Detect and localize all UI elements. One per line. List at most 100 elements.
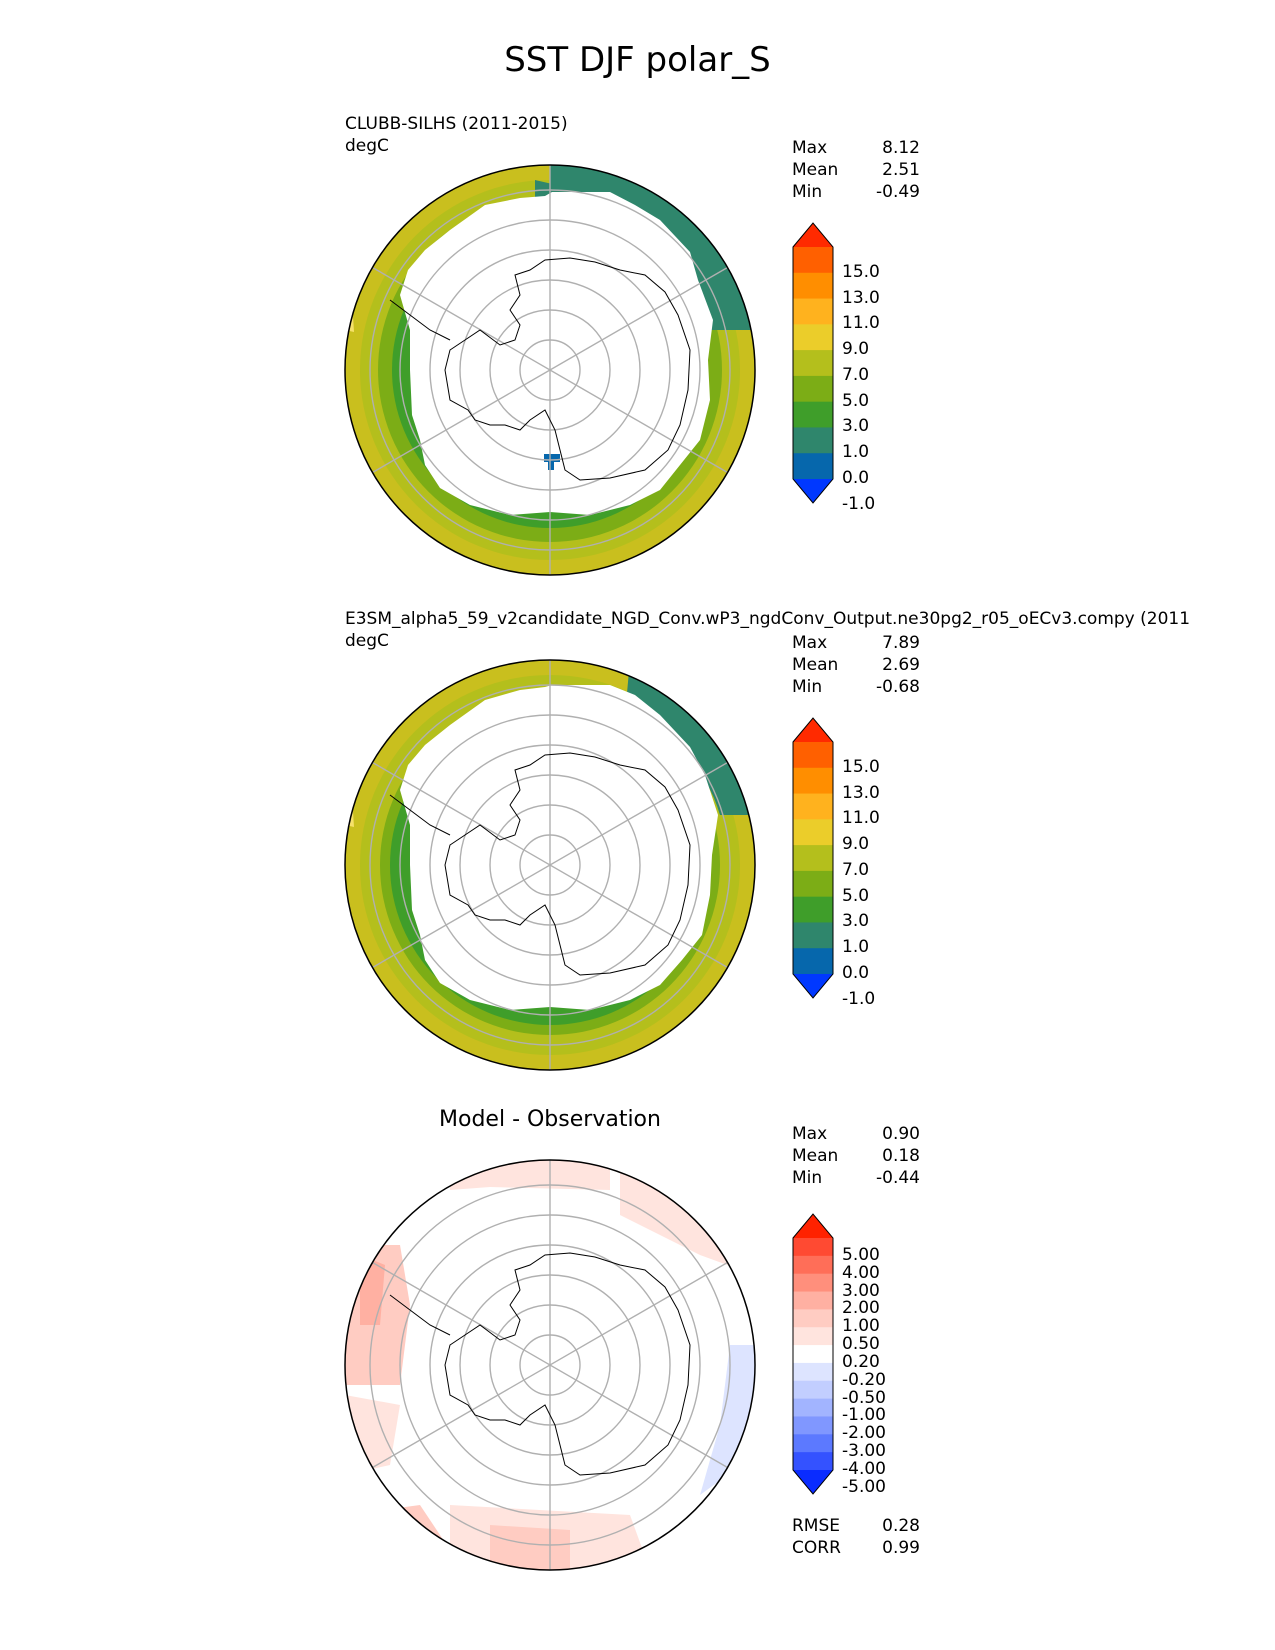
metric-label: CORR: [792, 1538, 841, 1558]
colorbar-outline: [792, 222, 834, 504]
stat-label: Min: [792, 1168, 823, 1188]
colorbar-svg: [792, 1213, 834, 1495]
colorbar-extend-max: [793, 223, 833, 247]
polar-map-reference: [344, 659, 756, 1071]
stat-value: -0.44: [876, 1168, 920, 1188]
colorbar-tick-label: 3.0: [842, 416, 870, 437]
stat-value: 2.69: [882, 655, 920, 675]
colorbar-tick-label: 0.0: [842, 963, 870, 983]
colorbar-tick-label: -1.00: [842, 1405, 886, 1426]
polar-map-diff: [344, 1159, 756, 1571]
stat-value: 0.18: [882, 1146, 920, 1166]
colorbar-tick-label: 1.00: [842, 1316, 880, 1337]
colorbar-segment: [793, 1345, 833, 1364]
colorbar-extend-min: [793, 479, 833, 503]
stat-value: 7.89: [882, 633, 920, 653]
colorbar-segment: [793, 272, 833, 300]
polar-map-test: [344, 164, 756, 576]
colorbar-segment: [793, 1380, 833, 1400]
colorbar-tick-label: 11.0: [842, 313, 880, 334]
colorbar-tick-label: 9.0: [842, 339, 870, 360]
colorbar-segment: [793, 922, 833, 949]
colorbar-tick-label: -5.00: [842, 1476, 886, 1497]
colorbar-tick-label: 5.0: [842, 390, 870, 411]
colorbar-outline: [792, 717, 834, 999]
colorbar-tick-label: -2.00: [842, 1423, 886, 1444]
colorbar-segment: [793, 819, 833, 846]
panel-title: Model - Observation: [439, 1107, 661, 1132]
colorbar-extend-max: [793, 718, 833, 742]
metric-value: 0.99: [882, 1538, 920, 1558]
colorbar-segment: [793, 1362, 833, 1382]
stat-label: Max: [792, 1124, 828, 1144]
colorbar-segment: [793, 427, 833, 454]
colorbar-tick-label: -0.50: [842, 1387, 886, 1408]
colorbar-tick-label: 11.0: [842, 808, 880, 829]
metric-value: 0.28: [882, 1516, 920, 1536]
colorbar-svg: [792, 222, 834, 504]
colorbar-segment: [793, 1238, 833, 1257]
stat-value: 8.12: [882, 138, 920, 158]
colorbar-segment: [793, 350, 833, 377]
colorbar-tick-label: 13.0: [842, 287, 880, 308]
colorbar-tick-label: 15.0: [842, 756, 880, 777]
colorbar-tick-label: -1.0: [842, 988, 876, 1009]
colorbar-segment: [793, 298, 833, 325]
colorbar-extend-max: [793, 1214, 833, 1238]
colorbar-segment: [793, 1255, 833, 1275]
colorbar-tick-label: 0.50: [842, 1334, 880, 1355]
colorbar-tick-label: -0.20: [842, 1369, 886, 1390]
colorbar-segment: [793, 1398, 833, 1417]
colorbar-tick-label: 5.0: [842, 885, 870, 906]
panel-units: degC: [345, 136, 389, 156]
colorbar-segment: [793, 793, 833, 820]
colorbar-segment: [793, 453, 833, 480]
metric-label: RMSE: [792, 1516, 841, 1536]
colorbar-tick-label: 9.0: [842, 834, 870, 855]
colorbar-segment: [793, 324, 833, 351]
stat-label: Min: [792, 182, 823, 202]
figure-title: SST DJF polar_S: [504, 40, 771, 80]
colorbar-tick-label: 1.0: [842, 442, 870, 463]
colorbar-segment: [793, 948, 833, 975]
colorbar-segment: [793, 1416, 833, 1435]
stat-label: Mean: [792, 160, 839, 180]
stat-value: -0.68: [876, 677, 920, 697]
colorbar-segment: [793, 896, 833, 923]
colorbar-tick-label: 3.0: [842, 911, 870, 932]
colorbar-extend-min: [793, 1470, 833, 1494]
stat-label: Min: [792, 677, 823, 697]
panel-diff: Model - Observation Max 0.90 Mean 0.18 Min…: [0, 1107, 1275, 1605]
colorbar-tick-label: -1.0: [842, 493, 876, 514]
colorbar-segment: [793, 247, 833, 274]
colorbar-segment: [793, 1452, 833, 1471]
colorbar-extend-min: [793, 974, 833, 998]
colorbar-svg: [792, 717, 834, 999]
colorbar-tick-label: 0.20: [842, 1351, 880, 1372]
stats-block: Max 8.12 Mean 2.51 Min -0.49: [792, 137, 920, 203]
colorbar-tick-label: 13.0: [842, 782, 880, 803]
stat-label: Max: [792, 633, 828, 653]
stat-label: Max: [792, 138, 828, 158]
colorbar-segment: [793, 1291, 833, 1310]
colorbar-segment: [793, 742, 833, 769]
colorbar-tick-label: 1.0: [842, 937, 870, 958]
colorbar-tick-label: 4.00: [842, 1262, 880, 1283]
colorbar-segment: [793, 1434, 833, 1453]
stat-label: Mean: [792, 655, 839, 675]
stat-value: 0.90: [882, 1124, 920, 1144]
metrics-block: RMSE 0.28 CORR 0.99: [792, 1515, 920, 1559]
colorbar-segment: [793, 401, 833, 428]
stat-value: 2.51: [882, 160, 920, 180]
colorbar-segment: [793, 1273, 833, 1293]
colorbar-segment: [793, 870, 833, 898]
panel-test: CLUBB-SILHS (2011-2015) degC Max 8.12 Mea…: [0, 110, 1275, 600]
colorbar-tick-label: 7.0: [842, 364, 870, 385]
colorbar-tick-label: 0.0: [842, 468, 870, 488]
colorbar-tick-label: 5.00: [842, 1244, 880, 1265]
colorbar-segment: [793, 1327, 833, 1346]
colorbar-segment: [793, 375, 833, 403]
colorbar-outline: [792, 1213, 834, 1495]
colorbar-segment: [793, 845, 833, 872]
colorbar-tick-label: 2.00: [842, 1298, 880, 1319]
